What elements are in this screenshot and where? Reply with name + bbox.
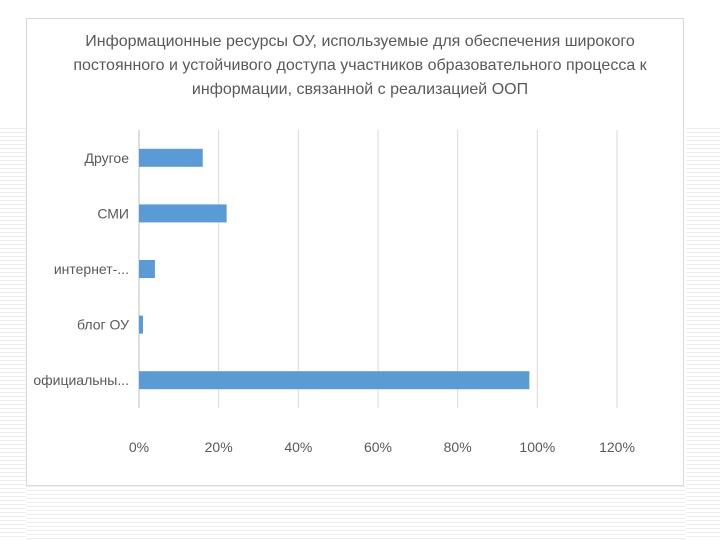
y-tick-label: Другое: [85, 150, 130, 166]
slide-stripes-right: [686, 128, 720, 540]
bar: [139, 204, 227, 223]
bar: [139, 260, 155, 278]
chart-title: Информационные ресурсы ОУ, используемые …: [70, 30, 650, 102]
chart-title-line-2: постоянного и устойчивого доступа участн…: [73, 57, 647, 74]
x-tick-label: 0%: [129, 439, 149, 455]
x-tick-label: 120%: [599, 439, 635, 455]
y-tick-label: интернет-...: [54, 261, 129, 277]
chart-frame: [26, 18, 684, 486]
x-tick-label: 80%: [444, 439, 472, 455]
x-tick-label: 20%: [205, 439, 233, 455]
bar: [139, 148, 203, 167]
slide-stripes-left: [0, 128, 26, 540]
y-tick-label: СМИ: [97, 205, 129, 221]
x-tick-label: 100%: [519, 439, 555, 455]
y-tick-label: официальны...: [33, 372, 129, 388]
slide-stripes-bottom: [26, 486, 686, 540]
bar: [139, 371, 530, 390]
x-tick-label: 40%: [284, 439, 312, 455]
chart-title-line-1: Информационные ресурсы ОУ, используемые …: [85, 33, 635, 50]
x-tick-label: 60%: [364, 439, 392, 455]
chart-title-line-3: информации, связанной с реализацией ООП: [191, 81, 529, 98]
bar: [139, 315, 143, 334]
y-tick-label: блог ОУ: [77, 317, 129, 333]
